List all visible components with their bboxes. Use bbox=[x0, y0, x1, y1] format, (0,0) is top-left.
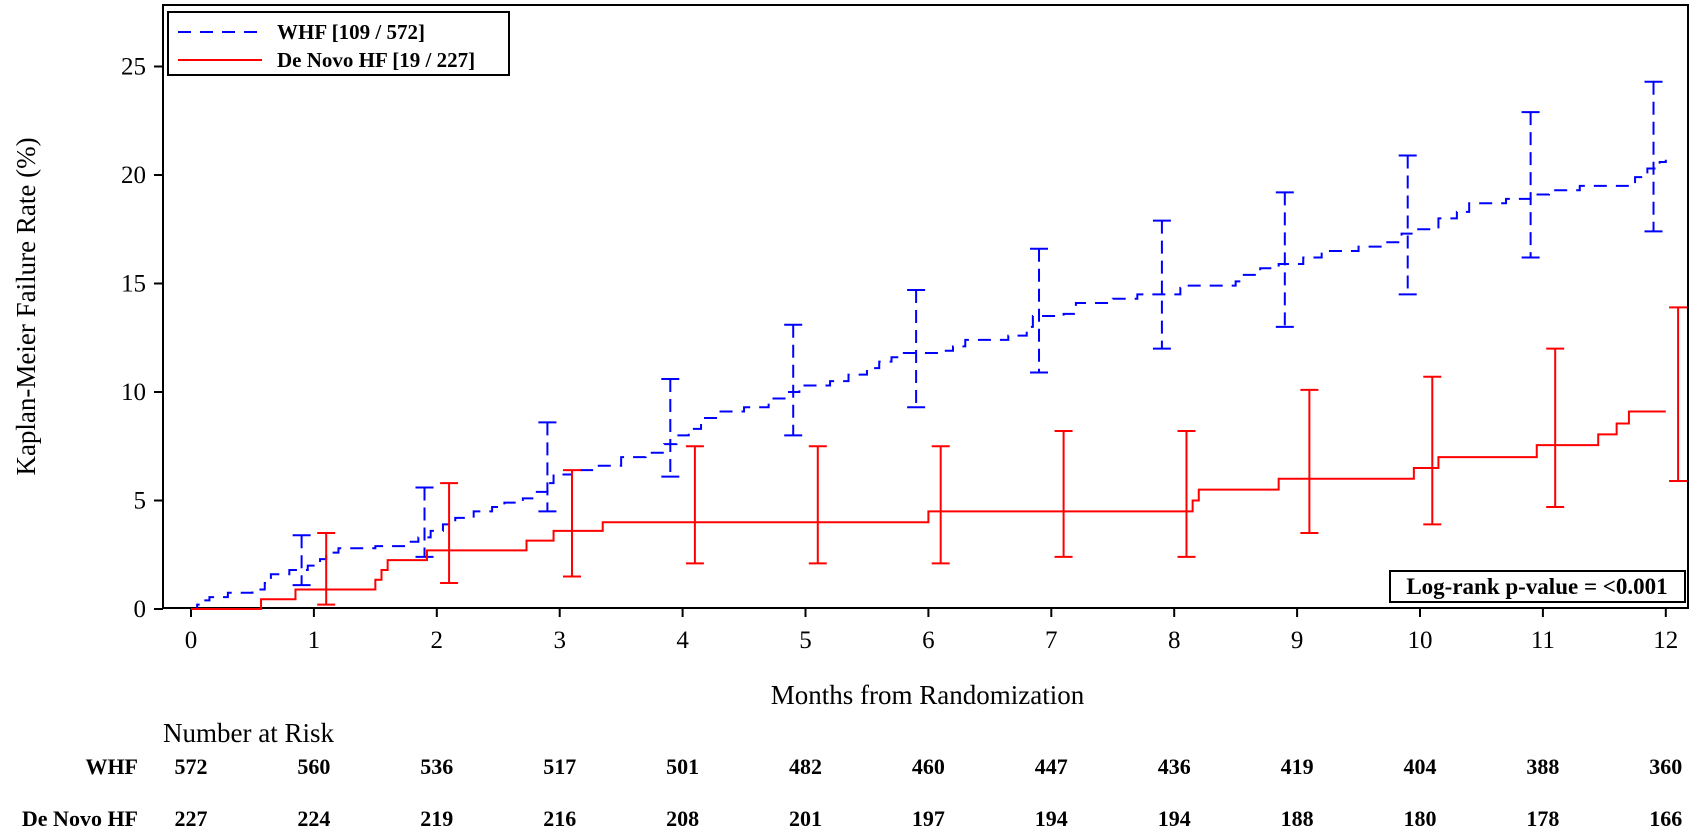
x-tick-label: 4 bbox=[676, 627, 689, 654]
series-1 bbox=[191, 306, 1688, 610]
x-tick-label: 10 bbox=[1408, 627, 1433, 654]
risk-count: 501 bbox=[666, 754, 699, 779]
x-tick-label: 8 bbox=[1168, 627, 1181, 654]
legend-label: De Novo HF [19 / 227] bbox=[277, 48, 475, 72]
risk-count: 178 bbox=[1526, 806, 1559, 831]
risk-count: 224 bbox=[297, 806, 330, 831]
legend-box bbox=[167, 11, 510, 76]
y-tick-label: 10 bbox=[121, 379, 146, 406]
risk-count: 219 bbox=[420, 806, 453, 831]
km-curve bbox=[191, 410, 1666, 610]
risk-count: 436 bbox=[1158, 754, 1191, 779]
risk-count: 208 bbox=[666, 806, 699, 831]
y-axis-title: Kaplan-Meier Failure Rate (%) bbox=[11, 137, 41, 475]
x-tick-label: 12 bbox=[1653, 627, 1678, 654]
risk-count: 482 bbox=[789, 754, 822, 779]
risk-count: 227 bbox=[175, 806, 208, 831]
risk-count: 560 bbox=[297, 754, 330, 779]
risk-count: 517 bbox=[543, 754, 576, 779]
pvalue-annotation: Log-rank p-value = <0.001 bbox=[1389, 570, 1686, 603]
x-axis-title: Months from Randomization bbox=[771, 680, 1085, 710]
x-tick-label: 1 bbox=[308, 627, 321, 654]
risk-count: 166 bbox=[1649, 806, 1682, 831]
risk-count: 188 bbox=[1281, 806, 1314, 831]
x-tick-label: 6 bbox=[922, 627, 935, 654]
risk-count: 404 bbox=[1404, 754, 1437, 779]
y-tick-label: 25 bbox=[121, 54, 146, 81]
x-tick-label: 0 bbox=[185, 627, 198, 654]
risk-count: 180 bbox=[1404, 806, 1437, 831]
risk-count: 419 bbox=[1281, 754, 1314, 779]
risk-table-title: Number at Risk bbox=[163, 718, 334, 748]
pvalue-text: Log-rank p-value = <0.001 bbox=[1406, 574, 1667, 599]
risk-count: 572 bbox=[175, 754, 208, 779]
risk-count: 460 bbox=[912, 754, 945, 779]
pvalue-box bbox=[1389, 570, 1686, 603]
x-tick-label: 11 bbox=[1531, 627, 1555, 654]
series-0 bbox=[191, 80, 1667, 610]
y-tick-label: 0 bbox=[134, 596, 147, 623]
risk-count: 388 bbox=[1526, 754, 1559, 779]
risk-count: 197 bbox=[912, 806, 945, 831]
risk-count: 536 bbox=[420, 754, 453, 779]
x-tick-label: 2 bbox=[431, 627, 444, 654]
x-tick-label: 7 bbox=[1045, 627, 1058, 654]
legend-label: WHF [109 / 572] bbox=[277, 20, 425, 44]
legend: WHF [109 / 572] De Novo HF [19 / 227] bbox=[167, 11, 510, 76]
y-tick-label: 20 bbox=[121, 162, 146, 189]
risk-count: 194 bbox=[1035, 806, 1068, 831]
risk-count: 360 bbox=[1649, 754, 1682, 779]
series-layer bbox=[191, 80, 1688, 610]
risk-row-label: WHF bbox=[85, 754, 138, 779]
km-curve bbox=[191, 159, 1667, 610]
number-at-risk-table: Number at Risk WHF 572 560 536 517 501 482 460 44… bbox=[22, 718, 1682, 831]
x-tick-label: 5 bbox=[799, 627, 812, 654]
risk-count: 201 bbox=[789, 806, 822, 831]
risk-row-label: De Novo HF bbox=[22, 806, 138, 831]
y-tick-label: 5 bbox=[134, 488, 147, 515]
risk-count: 216 bbox=[543, 806, 576, 831]
y-tick-label: 15 bbox=[121, 271, 146, 298]
x-tick-label: 3 bbox=[553, 627, 566, 654]
plot-frame bbox=[162, 4, 1689, 609]
risk-count: 194 bbox=[1158, 806, 1191, 831]
x-tick-label: 9 bbox=[1291, 627, 1304, 654]
risk-count: 447 bbox=[1035, 754, 1068, 779]
